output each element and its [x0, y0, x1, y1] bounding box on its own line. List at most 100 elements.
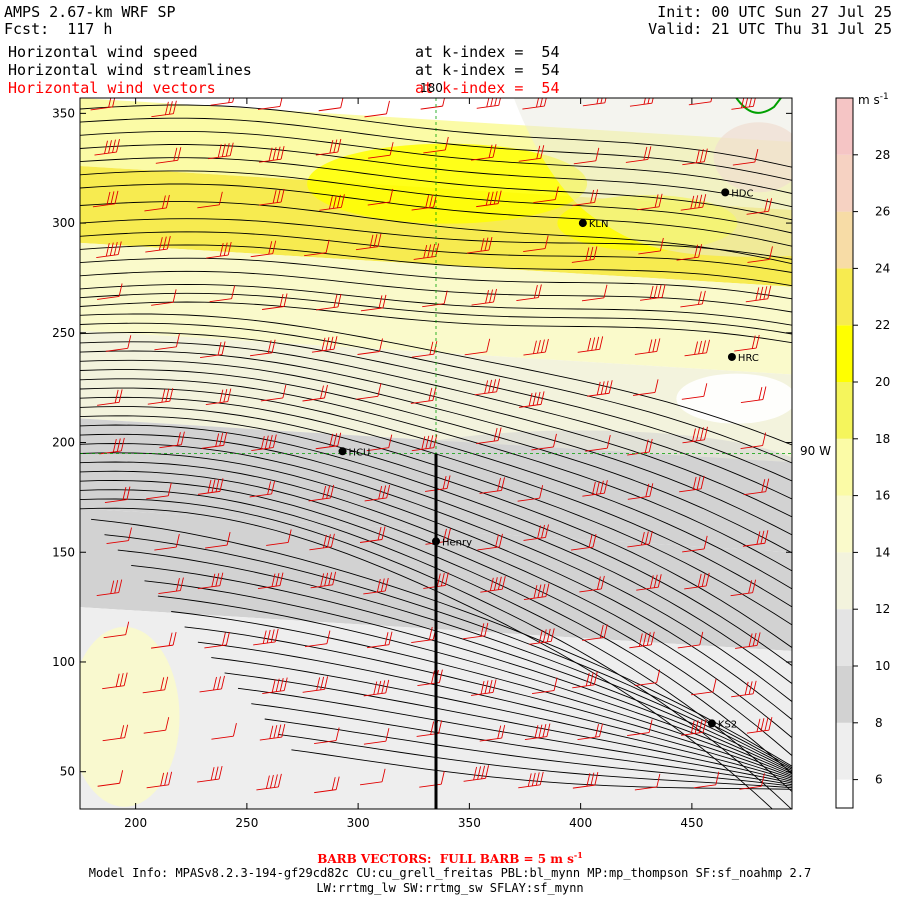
colorbar-tick: 18 — [853, 432, 890, 446]
wind-barb — [102, 672, 128, 690]
wind-barb — [308, 484, 335, 502]
wind-barb — [355, 383, 382, 400]
wind-barb — [209, 285, 236, 303]
colorbar-tick-label: 20 — [875, 375, 890, 389]
wind-barb — [731, 98, 756, 110]
x-tick-label: 200 — [124, 816, 147, 830]
wind-max-southwest — [80, 626, 180, 807]
wind-barb — [476, 98, 501, 109]
wind-barb — [531, 433, 557, 451]
wind-barb — [359, 526, 386, 543]
wind-barb — [746, 717, 773, 734]
colorbar-bin — [836, 495, 853, 553]
wind-barb — [625, 146, 652, 163]
streamline — [80, 257, 792, 300]
wind-barb — [159, 431, 185, 449]
wind-barb — [96, 241, 122, 258]
wind-barb — [368, 142, 394, 159]
wind-barb — [99, 437, 125, 455]
wind-barb — [142, 676, 169, 694]
wind-barb — [200, 341, 226, 358]
wind-barb — [259, 146, 285, 163]
wind-barb — [531, 677, 558, 695]
wind-barb — [363, 728, 390, 745]
colorbar-tick: 26 — [853, 205, 890, 219]
station-hrc: HRC — [727, 352, 759, 364]
wind-barb — [94, 139, 120, 156]
y-tick-label: 350 — [52, 106, 75, 120]
colorbar-bin — [836, 438, 853, 496]
valid-time: Valid: 21 UTC Thu 31 Jul 25 — [648, 20, 892, 38]
wind-barb — [518, 771, 544, 789]
lon-90w-label: 90 W — [800, 444, 831, 458]
wind-barb — [309, 533, 335, 551]
init-time: Init: 00 UTC Sun 27 Jul 25 — [657, 3, 892, 21]
wind-barb — [684, 572, 710, 590]
wind-barb — [201, 432, 228, 449]
wind-barb — [587, 380, 613, 397]
wind-barb — [730, 579, 757, 597]
wind-barb — [364, 484, 391, 502]
x-tick: 350 — [458, 98, 481, 830]
wind-barb — [146, 482, 172, 500]
wind-barb — [205, 388, 232, 406]
x-tick-label: 400 — [569, 816, 592, 830]
x-tick: 200 — [124, 98, 147, 830]
wind-barb — [518, 145, 545, 162]
wind-barb — [466, 236, 493, 254]
wind-barb — [367, 188, 394, 206]
wind-barb — [197, 191, 223, 209]
streamline — [171, 611, 792, 776]
streamline — [277, 733, 792, 789]
wind-barb — [97, 770, 124, 787]
wind-barb — [260, 384, 287, 402]
wind-barb — [211, 723, 237, 740]
wind-barb — [680, 290, 706, 308]
reference-lines — [80, 98, 792, 809]
wind-barb — [364, 100, 390, 118]
y-tick: 250 — [52, 326, 792, 340]
wind-barb — [479, 724, 506, 742]
wind-barb — [256, 773, 282, 791]
wind-barb — [682, 535, 708, 553]
field-level-wind-speed: at k-index = 54 — [415, 43, 560, 61]
wind-barb — [688, 98, 713, 106]
station-markers: KLN HDC HRC HCU Henry KS2 — [338, 188, 759, 730]
wind-barb — [734, 334, 760, 352]
wind-barb — [266, 529, 292, 546]
wind-barb — [257, 572, 284, 590]
wind-barb — [250, 339, 276, 357]
coastline — [513, 98, 792, 257]
streamline — [80, 231, 792, 273]
colorbar-tick: 16 — [853, 489, 890, 503]
wind-barb — [103, 621, 130, 639]
colorbar-tick-label: 22 — [875, 318, 890, 332]
colorbar-tick: 24 — [853, 261, 890, 275]
station-hcu: HCU — [338, 447, 370, 458]
wind-barb — [529, 628, 555, 645]
wind-barb — [684, 339, 711, 357]
wind-barb — [197, 572, 224, 590]
wind-barb — [517, 485, 544, 502]
wind-barb — [572, 772, 599, 789]
colorbar-unit: m s-1 — [858, 92, 889, 107]
wind-barb — [740, 432, 767, 450]
wind-barb — [360, 294, 387, 312]
wind-barb — [145, 236, 171, 253]
wind-barb — [629, 98, 654, 107]
axes: 200 250 300 350 400 450 50 100 150 200 250 300 350 — [52, 98, 792, 830]
wind-barb — [572, 189, 599, 206]
wind-barb — [476, 427, 502, 444]
wind-barb — [470, 679, 497, 696]
wind-barb — [154, 333, 180, 351]
wind-barb — [480, 576, 506, 593]
colorbar-bin — [836, 382, 853, 439]
x-tick: 400 — [569, 98, 592, 830]
wind-barb — [571, 246, 598, 263]
wind-barb — [676, 244, 703, 261]
wind-barb — [318, 98, 344, 112]
wind-barb — [634, 669, 661, 687]
y-tick: 350 — [52, 106, 792, 120]
colorbar-tick-label: 16 — [875, 489, 890, 503]
streamline — [80, 130, 792, 194]
